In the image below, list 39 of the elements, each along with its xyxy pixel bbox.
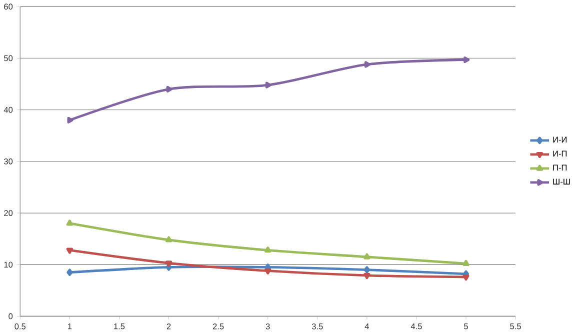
y-tick-label: 30 bbox=[4, 158, 13, 164]
point bbox=[364, 253, 370, 260]
point bbox=[166, 86, 172, 93]
x-tick-label: 2.5 bbox=[212, 323, 224, 330]
point bbox=[462, 274, 470, 281]
x-tick-label: 1 bbox=[68, 323, 72, 330]
x-tick-label: 5.5 bbox=[510, 323, 521, 330]
x-tick-label: 4 bbox=[364, 323, 369, 330]
point bbox=[66, 248, 74, 254]
x-tick-label: 1.5 bbox=[114, 323, 125, 330]
legend-label: Ш-Ш bbox=[553, 178, 570, 184]
y-tick-label: 60 bbox=[4, 4, 13, 10]
point bbox=[464, 56, 470, 64]
point bbox=[66, 268, 73, 276]
y-tick-label: 10 bbox=[4, 262, 13, 268]
x-tick-label: 3 bbox=[266, 323, 270, 330]
point bbox=[165, 260, 172, 267]
x-tick-label: 3.5 bbox=[312, 323, 323, 330]
point bbox=[264, 268, 272, 274]
point bbox=[364, 266, 370, 274]
point bbox=[265, 82, 272, 88]
point bbox=[67, 116, 74, 124]
y-tick-label: 0 bbox=[8, 313, 13, 320]
x-tick-label: 4.5 bbox=[410, 323, 422, 330]
point bbox=[165, 236, 172, 242]
point bbox=[462, 260, 470, 266]
point bbox=[264, 246, 272, 253]
legend-label: И-И bbox=[553, 136, 567, 142]
legend-label: П-П bbox=[553, 164, 567, 170]
x-tick-label: 0.5 bbox=[14, 323, 26, 330]
y-tick-label: 20 bbox=[4, 210, 13, 216]
y-tick-label: 50 bbox=[4, 55, 13, 62]
x-tick-label: 2 bbox=[166, 323, 171, 330]
point bbox=[364, 273, 370, 280]
legend-label: И-П bbox=[553, 150, 567, 156]
x-tick-label: 5 bbox=[464, 323, 468, 330]
point bbox=[66, 220, 74, 226]
y-tick-label: 40 bbox=[4, 106, 13, 113]
point bbox=[364, 61, 371, 68]
